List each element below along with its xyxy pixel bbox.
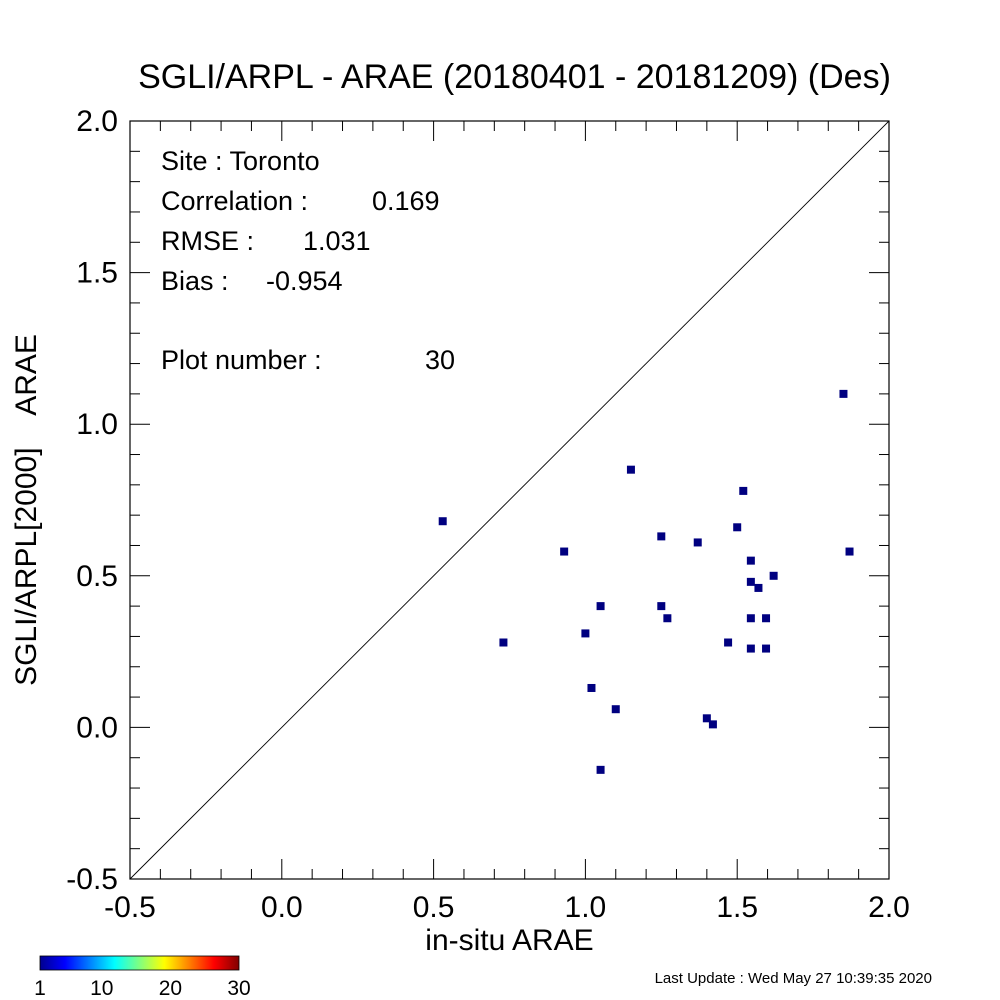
stat-value: -0.954 (266, 266, 343, 296)
stat-label: Site : Toronto (161, 146, 320, 176)
x-tick-label: 2.0 (868, 891, 910, 924)
colorbar-tick-label: 1 (34, 977, 46, 1000)
data-point (587, 683, 596, 692)
stat-value: 1.031 (303, 226, 371, 256)
chart-title: SGLI/ARPL - ARAE (20180401 - 20181209) (… (138, 58, 891, 96)
data-point (769, 571, 778, 580)
data-point (746, 644, 755, 653)
colorbar-tick-label: 30 (227, 977, 250, 1000)
y-tick-label: 1.0 (76, 408, 118, 441)
stat-value: 0.169 (372, 186, 440, 216)
y-tick-label: 1.5 (76, 257, 118, 290)
y-tick-label: 0.5 (76, 560, 118, 593)
data-point (657, 602, 666, 611)
data-point (708, 720, 717, 729)
data-point (724, 638, 733, 647)
colorbar-tick-label: 20 (159, 977, 182, 1000)
data-point (762, 614, 771, 623)
y-axis-label: SGLI/ARPL[2000] ARAE (10, 334, 43, 686)
stat-label: Bias : (161, 266, 229, 296)
data-point (596, 602, 605, 611)
one-to-one-line (129, 120, 890, 880)
data-point (845, 547, 854, 556)
x-tick-label: 1.0 (565, 891, 607, 924)
x-tick-label: -0.5 (104, 891, 156, 924)
data-point (438, 517, 447, 526)
colorbar (39, 955, 240, 971)
stat-label: Correlation : (161, 186, 308, 216)
data-point (581, 629, 590, 638)
x-tick-label: 0.0 (261, 891, 303, 924)
data-point (702, 714, 711, 723)
x-tick-label: 0.5 (413, 891, 455, 924)
data-point (746, 577, 755, 586)
data-point (746, 614, 755, 623)
x-tick-label: 1.5 (716, 891, 758, 924)
data-point (560, 547, 569, 556)
y-tick-label: 0.0 (76, 711, 118, 744)
data-point (657, 532, 666, 541)
stat-label: Plot number : (161, 345, 322, 375)
data-point (663, 614, 672, 623)
data-point (746, 556, 755, 565)
x-axis-label: in-situ ARAE (425, 924, 593, 957)
data-point (754, 583, 763, 592)
colorbar-tick-label: 10 (90, 977, 113, 1000)
data-point (611, 705, 620, 714)
data-point (762, 644, 771, 653)
data-point (693, 538, 702, 547)
stat-label: RMSE : (161, 226, 254, 256)
stat-value: 30 (425, 345, 455, 375)
data-point (733, 523, 742, 532)
data-point (839, 389, 848, 398)
y-tick-label: -0.5 (66, 863, 118, 896)
data-point (596, 765, 605, 774)
data-point (739, 486, 748, 495)
data-point (499, 638, 508, 647)
data-point (626, 465, 635, 474)
last-update-text: Last Update : Wed May 27 10:39:35 2020 (655, 970, 932, 987)
y-tick-label: 2.0 (76, 105, 118, 138)
plot-frame (129, 120, 890, 880)
